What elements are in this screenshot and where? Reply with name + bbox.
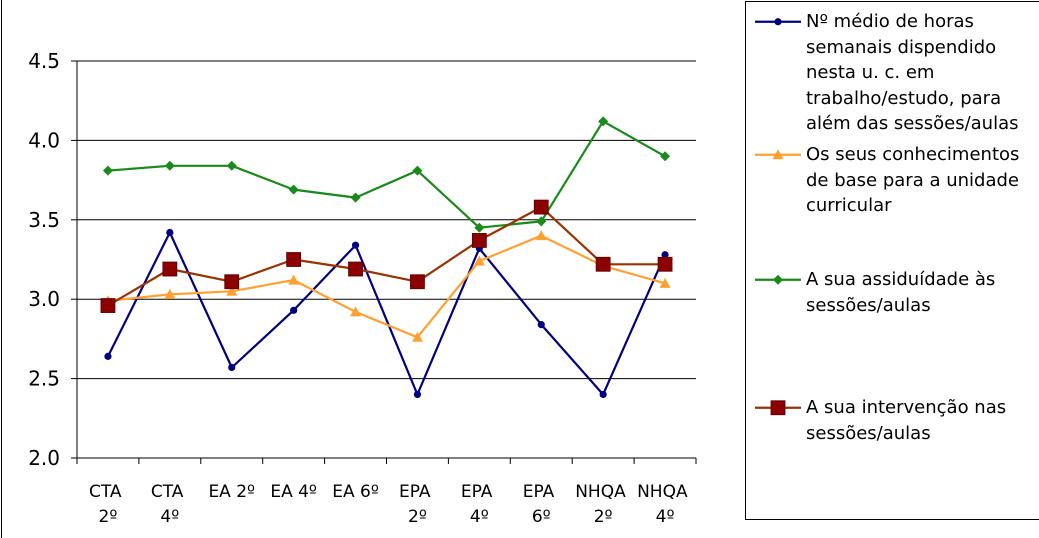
x-tick-label: CTA 4º <box>151 482 189 527</box>
series-4-point-8 <box>533 199 549 215</box>
y-tick-label: 4.5 <box>28 49 60 73</box>
series-2-point-5 <box>350 306 362 317</box>
x-tick-label: EA 2º <box>208 482 255 502</box>
series-3-point-3 <box>226 160 237 171</box>
series-1-point-5 <box>351 241 360 249</box>
y-tick-label: 3.5 <box>28 208 60 232</box>
legend-diamond-marker <box>773 274 783 285</box>
series-2-point-3 <box>226 285 238 296</box>
series-2-point-7 <box>473 255 485 266</box>
series-3-point-7 <box>474 222 485 233</box>
series-1-point-1 <box>104 352 112 360</box>
series-3-point-2 <box>164 160 175 171</box>
series-3-point-1 <box>102 165 113 176</box>
legend-item-horas: Nº médio de horas semanais dispendido ne… <box>755 9 1036 139</box>
series-1-point-6 <box>413 390 422 399</box>
series-3-point-9 <box>598 116 609 127</box>
series-1-point-3 <box>228 363 236 372</box>
series-1-point-4 <box>290 306 298 314</box>
legend-triangle-marker <box>772 149 784 160</box>
series-3-line <box>107 120 666 229</box>
chart-area-border <box>1 0 2 538</box>
series-1-point-9 <box>599 390 607 399</box>
series-1-line <box>107 231 667 396</box>
gridlines <box>77 60 696 380</box>
legend-square-marker <box>770 400 786 416</box>
series-3-point-6 <box>412 165 423 176</box>
y-tick-label: 3.0 <box>28 287 60 311</box>
series-4-point-6 <box>410 274 425 290</box>
x-tick-label: CTA 2º <box>89 482 127 527</box>
legend-item-assiduidade: A sua assiduídade às sessões/aulas <box>755 267 1036 397</box>
series-4-point-9 <box>595 256 611 272</box>
series-3-point-10 <box>660 151 671 162</box>
series-1 <box>104 228 669 399</box>
series-2-point-4 <box>288 274 300 285</box>
line-chart: 2.0 2.5 3.0 3.5 4.0 4.5 CTA 2º CTA 4º EA 2º EA 4º… <box>28 49 697 527</box>
legend-item-conhecimentos: Os seus conhecimentos de base para a uni… <box>755 142 1036 272</box>
x-tick-label: EPA 4º <box>461 482 498 527</box>
legend-circle-marker <box>774 18 782 26</box>
x-tick-label: NHQA 4º <box>637 482 693 527</box>
legend-label: Os seus conhecimentos de base para a uni… <box>806 144 1020 216</box>
series-1-point-2 <box>166 228 174 237</box>
legend-item-intervencao: A sua intervenção nas sessões/aulas <box>755 395 1036 525</box>
y-tick-label: 2.0 <box>28 446 60 470</box>
x-tick-label: EA 4º <box>270 482 317 502</box>
x-tick-label: EA 6º <box>332 482 379 502</box>
series-4-line <box>107 206 665 307</box>
series-4-point-5 <box>348 261 363 277</box>
x-tick-label: EPA 2º <box>399 482 436 527</box>
legend-marker-intervencao <box>755 400 801 416</box>
series-3 <box>102 116 671 233</box>
series-3-point-4 <box>288 184 299 195</box>
legend-marker-conhecimentos <box>755 149 801 160</box>
legend-label: Nº médio de horas semanais dispendido ne… <box>806 11 1019 134</box>
series-1-point-10 <box>661 251 669 259</box>
series-1-point-8 <box>537 321 545 329</box>
legend-marker-assiduidade <box>755 274 801 285</box>
series-3-point-8 <box>536 216 547 227</box>
legend-label: A sua assiduídade às sessões/aulas <box>806 269 996 316</box>
series-4-point-10 <box>657 256 673 272</box>
y-tick-label: 2.5 <box>28 367 60 391</box>
series-2-line <box>107 234 666 339</box>
series-4-point-2 <box>162 261 178 277</box>
series-4-point-7 <box>471 233 487 248</box>
series-4-point-4 <box>286 252 302 267</box>
series-2-point-10 <box>659 277 671 288</box>
series-4-point-3 <box>224 274 240 290</box>
series-3-point-5 <box>350 192 361 203</box>
y-tick-label: 4.0 <box>28 128 60 152</box>
x-tick-label: EPA 6º <box>523 482 560 527</box>
series-4-point-1 <box>100 298 116 313</box>
series-2-point-8 <box>535 230 547 241</box>
legend-label: A sua intervenção nas sessões/aulas <box>806 397 1007 444</box>
series-2-point-2 <box>164 288 176 299</box>
series-2-point-6 <box>411 331 423 342</box>
series-4 <box>100 199 673 313</box>
legend-marker-horas <box>755 18 801 26</box>
legend: Nº médio de horas semanais dispendido ne… <box>745 1 1039 520</box>
x-tick-label: NHQA 2º <box>575 482 631 527</box>
